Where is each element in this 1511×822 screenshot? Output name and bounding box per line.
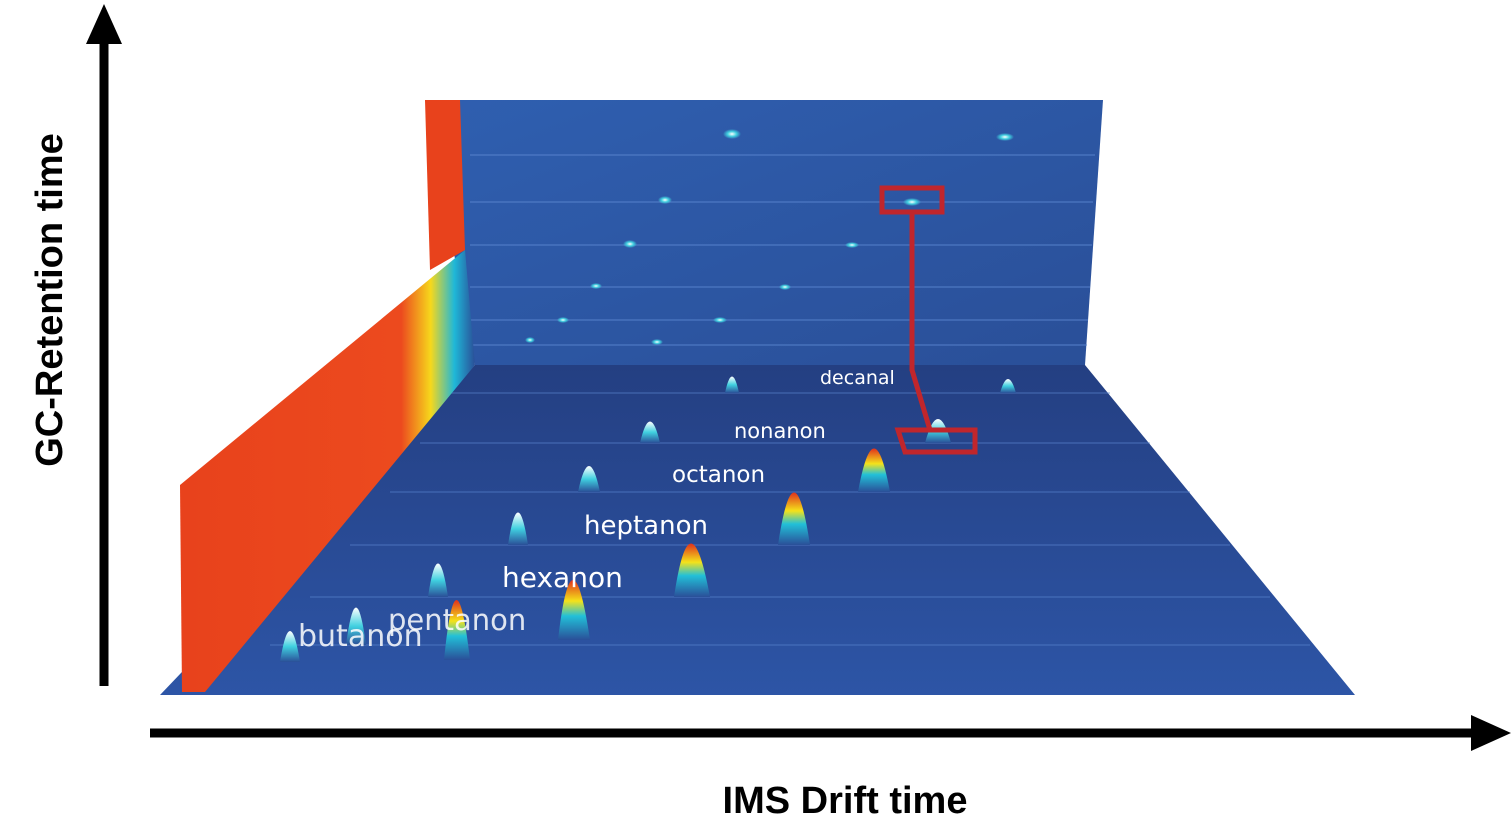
compound-label: heptanon (584, 511, 708, 541)
compound-label: nonanon (734, 419, 826, 443)
compound-label: decanal (820, 367, 895, 389)
figure: GC-Retention time IMS Drift time (0, 0, 1511, 822)
y-axis-label: GC-Retention time (29, 133, 71, 467)
y-arrowhead (86, 4, 122, 44)
wall-edge (425, 100, 465, 270)
compound-label: butanon (298, 619, 423, 654)
x-arrowhead (1471, 715, 1511, 751)
compound-label: octanon (672, 462, 765, 488)
x-axis-label: IMS Drift time (723, 780, 968, 822)
compound-label: hexanon (502, 561, 623, 594)
